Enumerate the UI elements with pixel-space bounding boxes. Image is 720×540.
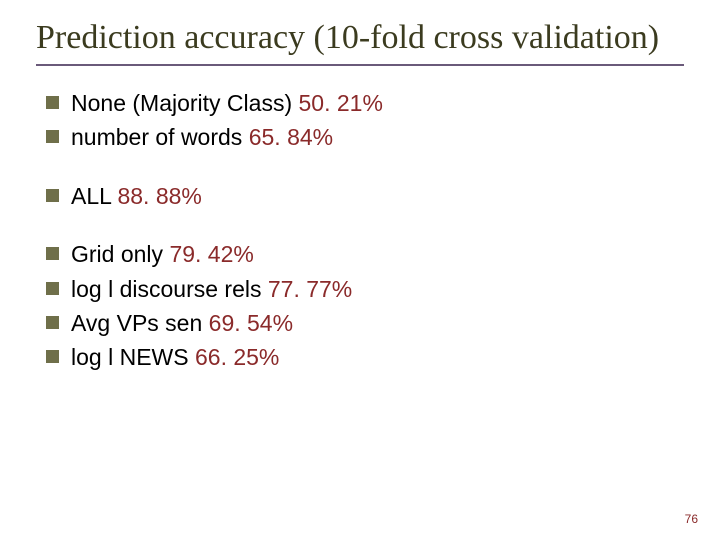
square-bullet-icon [46,130,59,143]
square-bullet-icon [46,96,59,109]
item-value: 69. 54% [209,310,293,336]
item-value: 66. 25% [195,344,279,370]
list-item: number of words 65. 84% [46,122,684,152]
item-label: number of words [71,124,249,150]
slide-title: Prediction accuracy (10-fold cross valid… [36,18,684,66]
square-bullet-icon [46,189,59,202]
list-item: None (Majority Class) 50. 21% [46,88,684,118]
list-item-text: number of words 65. 84% [71,122,333,152]
list-item-text: Avg VPs sen 69. 54% [71,308,293,338]
square-bullet-icon [46,282,59,295]
item-value: 88. 88% [117,183,201,209]
slide: Prediction accuracy (10-fold cross valid… [0,0,720,540]
slide-body: None (Majority Class) 50. 21% number of … [36,88,684,373]
list-item-text: None (Majority Class) 50. 21% [71,88,383,118]
bullet-group: ALL 88. 88% [46,181,684,211]
list-item-text: log l discourse rels 77. 77% [71,274,352,304]
bullet-group: None (Majority Class) 50. 21% number of … [46,88,684,153]
item-value: 79. 42% [169,241,253,267]
item-value: 65. 84% [249,124,333,150]
list-item: Avg VPs sen 69. 54% [46,308,684,338]
item-label: Grid only [71,241,169,267]
list-item-text: ALL 88. 88% [71,181,202,211]
square-bullet-icon [46,247,59,260]
item-label: ALL [71,183,117,209]
square-bullet-icon [46,350,59,363]
item-value: 50. 21% [299,90,383,116]
item-label: Avg VPs sen [71,310,209,336]
list-item-text: log l NEWS 66. 25% [71,342,279,372]
list-item: Grid only 79. 42% [46,239,684,269]
page-number: 76 [685,512,698,526]
item-label: log l NEWS [71,344,195,370]
list-item: log l NEWS 66. 25% [46,342,684,372]
item-value: 77. 77% [268,276,352,302]
item-label: log l discourse rels [71,276,268,302]
list-item: ALL 88. 88% [46,181,684,211]
item-label: None (Majority Class) [71,90,299,116]
bullet-group: Grid only 79. 42% log l discourse rels 7… [46,239,684,372]
list-item: log l discourse rels 77. 77% [46,274,684,304]
list-item-text: Grid only 79. 42% [71,239,254,269]
square-bullet-icon [46,316,59,329]
